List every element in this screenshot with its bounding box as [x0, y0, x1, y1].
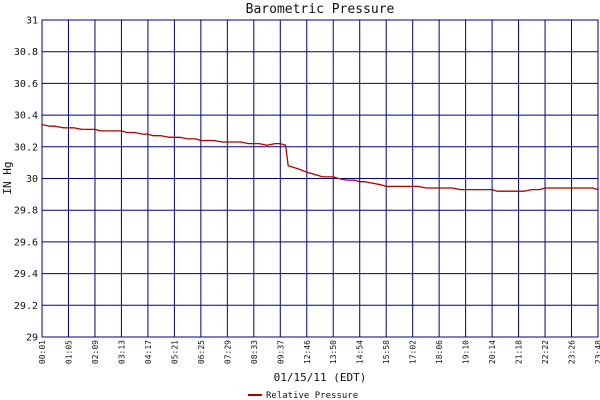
- x-tick-label: 19:10: [462, 340, 471, 364]
- x-tick-label: 14:54: [356, 340, 365, 364]
- y-tick-label: 29.8: [14, 206, 38, 217]
- x-axis-label: 01/15/11 (EDT): [274, 371, 367, 384]
- x-tick-label: 22:22: [541, 340, 550, 364]
- y-tick-label: 29.2: [14, 301, 38, 312]
- x-tick-label: 02:09: [91, 340, 100, 364]
- x-tick-label: 01:05: [64, 340, 73, 364]
- x-tick-label: 07:29: [223, 340, 232, 364]
- legend: Relative Pressure: [248, 391, 358, 400]
- x-tick-label: 03:13: [117, 340, 126, 364]
- x-tick-label: 13:50: [329, 340, 338, 364]
- y-tick-label: 30.2: [14, 142, 38, 153]
- y-tick-label: 30.6: [14, 79, 38, 90]
- y-tick-label: 30.8: [14, 47, 38, 58]
- grid: [41, 19, 599, 338]
- y-tick-label: 30: [26, 174, 38, 185]
- x-tick-label: 18:06: [435, 340, 444, 364]
- y-tick-label: 31: [26, 16, 38, 27]
- x-tick-label: 08:33: [250, 340, 259, 364]
- x-tick-label: 15:58: [382, 340, 391, 364]
- y-tick-label: 29.4: [14, 269, 38, 280]
- x-tick-labels: 00:01 01:05 02:09 03:13 04:17 05:21 06:25 07:29…: [38, 340, 600, 364]
- x-tick-label: 23:48: [594, 340, 600, 364]
- x-tick-label: 05:21: [170, 340, 179, 364]
- chart-title: Barometric Pressure: [246, 2, 395, 17]
- x-tick-label: 12:46: [303, 340, 312, 364]
- series-line-relative-pressure: [41, 123, 599, 192]
- legend-label-relative-pressure: Relative Pressure: [266, 391, 358, 400]
- series-layer: [41, 123, 599, 192]
- x-tick-label: 00:01: [38, 340, 47, 364]
- y-tick-label: 29: [26, 333, 38, 344]
- x-tick-label: 17:02: [409, 340, 418, 364]
- y-axis-label: IN Hg: [1, 161, 14, 194]
- x-tick-label: 20:14: [488, 340, 497, 364]
- x-tick-label: 06:25: [197, 340, 206, 364]
- x-tick-label: 09:37: [276, 340, 285, 364]
- x-tick-label: 04:17: [144, 340, 153, 364]
- x-tick-label: 21:18: [515, 340, 524, 364]
- y-tick-label: 29.6: [14, 237, 38, 248]
- y-tick-label: 30.4: [14, 111, 38, 122]
- y-tick-labels: 29 29.2 29.4 29.6 29.8 30 30.2 30.4 30.6 30.8 31: [14, 16, 38, 344]
- x-tick-label: 23:26: [568, 340, 577, 364]
